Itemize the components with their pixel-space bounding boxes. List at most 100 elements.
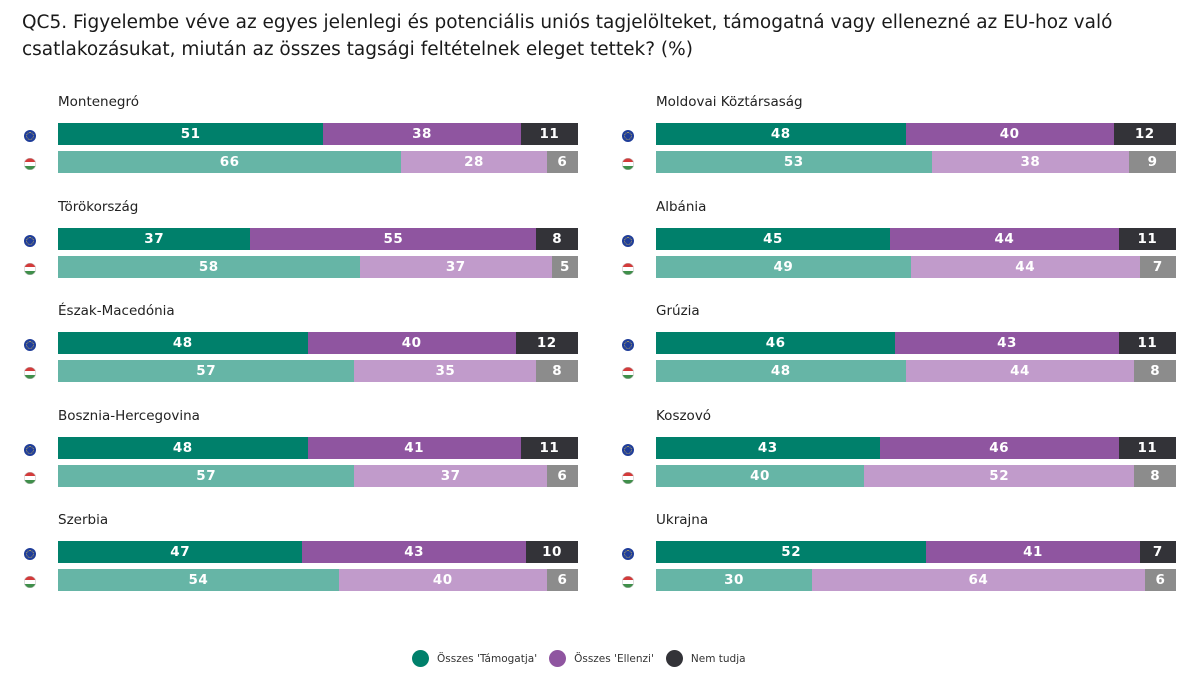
bar-segment-support: 46	[656, 332, 896, 354]
bar-segment-dk: 12	[1113, 123, 1176, 145]
eu-bar: 52 41 7	[656, 541, 1176, 563]
hungary-flag-icon	[622, 158, 634, 170]
hu-bar: 57 37 6	[58, 465, 578, 487]
bar-segment-oppose: 46	[879, 437, 1119, 459]
bar-segment-dk: 9	[1129, 151, 1176, 173]
bar-segment-support: 30	[656, 569, 812, 591]
bar-segment-dk: 6	[1144, 569, 1176, 591]
bar-segment-dk: 8	[1134, 360, 1176, 382]
bar-segment-oppose: 28	[401, 151, 547, 173]
bar-segment-oppose: 52	[864, 465, 1135, 487]
legend-label-oppose: Összes 'Ellenzi'	[574, 652, 654, 665]
bar-segment-support: 57	[58, 465, 355, 487]
eu-flag-icon	[24, 444, 36, 456]
eu-bar: 48 41 11	[58, 437, 578, 459]
bar-segment-support: 49	[656, 256, 911, 278]
legend-item-dont-know: Nem tudja	[665, 650, 746, 667]
bar-segment-support: 58	[58, 256, 360, 278]
hungary-flag-icon	[622, 367, 634, 379]
legend: Összes 'Támogatja' Összes 'Ellenzi' Nem …	[412, 650, 758, 667]
country-label: Grúzia	[656, 303, 700, 319]
country-label: Ukrajna	[656, 512, 709, 528]
country-label: Koszovó	[656, 408, 712, 424]
country-block: Moldovai Köztársaság 48 40 12 53 38 9	[620, 94, 1176, 196]
bar-segment-dk: 11	[1118, 332, 1176, 354]
bar-segment-dk: 6	[546, 151, 578, 173]
hu-bar: 58 37 5	[58, 256, 578, 278]
hu-bar: 30 64 6	[656, 569, 1176, 591]
hungary-flag-icon	[24, 367, 36, 379]
country-block: Észak-Macedónia 48 40 12 57 35 8	[22, 303, 578, 405]
legend-swatch-support	[412, 650, 429, 667]
legend-item-oppose: Összes 'Ellenzi'	[549, 650, 654, 667]
bar-segment-support: 51	[58, 123, 324, 145]
bar-segment-dk: 11	[1118, 437, 1176, 459]
bar-segment-oppose: 37	[359, 256, 552, 278]
eu-bar: 45 44 11	[656, 228, 1176, 250]
bar-segment-dk: 8	[536, 360, 578, 382]
hungary-flag-icon	[622, 472, 634, 484]
bar-segment-support: 48	[58, 437, 308, 459]
country-block: Bosznia-Hercegovina 48 41 11 57 37 6	[22, 408, 578, 510]
eu-flag-icon	[24, 130, 36, 142]
eu-flag-icon	[622, 235, 634, 247]
bar-segment-dk: 7	[1139, 541, 1176, 563]
eu-bar: 47 43 10	[58, 541, 578, 563]
country-label: Szerbia	[58, 512, 109, 528]
bar-segment-dk: 12	[515, 332, 578, 354]
bar-segment-oppose: 37	[354, 465, 547, 487]
legend-item-support: Összes 'Támogatja'	[412, 650, 537, 667]
bar-segment-dk: 10	[525, 541, 578, 563]
country-label: Montenegró	[58, 94, 140, 110]
bar-segment-support: 48	[656, 123, 906, 145]
bar-segment-dk: 11	[1118, 228, 1176, 250]
eu-bar: 46 43 11	[656, 332, 1176, 354]
bar-segment-support: 54	[58, 569, 339, 591]
hungary-flag-icon	[622, 263, 634, 275]
bar-segment-oppose: 35	[354, 360, 537, 382]
country-label: Bosznia-Hercegovina	[58, 408, 200, 424]
chart-title: QC5. Figyelembe véve az egyes jelenlegi …	[22, 12, 1113, 60]
hungary-flag-icon	[622, 576, 634, 588]
country-label: Törökország	[58, 199, 139, 215]
bar-segment-oppose: 44	[905, 360, 1135, 382]
country-label: Észak-Macedónia	[58, 303, 175, 319]
hungary-flag-icon	[24, 576, 36, 588]
bar-segment-support: 48	[58, 332, 308, 354]
bar-segment-dk: 8	[1134, 465, 1176, 487]
bar-segment-support: 47	[58, 541, 303, 563]
legend-label-support: Összes 'Támogatja'	[437, 652, 538, 665]
bar-segment-support: 53	[656, 151, 932, 173]
bar-segment-oppose: 38	[931, 151, 1130, 173]
bar-segment-oppose: 44	[910, 256, 1140, 278]
bar-segment-dk: 6	[546, 569, 578, 591]
hu-bar: 48 44 8	[656, 360, 1176, 382]
bar-segment-support: 40	[656, 465, 864, 487]
bar-segment-dk: 8	[536, 228, 578, 250]
eu-bar: 37 55 8	[58, 228, 578, 250]
country-block: Törökország 37 55 8 58 37 5	[22, 199, 578, 301]
bar-segment-oppose: 43	[302, 541, 526, 563]
hu-bar: 40 52 8	[656, 465, 1176, 487]
bar-segment-support: 57	[58, 360, 355, 382]
bar-segment-dk: 11	[520, 123, 578, 145]
bar-segment-oppose: 40	[338, 569, 547, 591]
eu-bar: 51 38 11	[58, 123, 578, 145]
hu-bar: 54 40 6	[58, 569, 578, 591]
bar-segment-oppose: 44	[890, 228, 1119, 250]
bar-segment-support: 66	[58, 151, 402, 173]
bar-segment-oppose: 40	[307, 332, 516, 354]
eu-bar: 48 40 12	[656, 123, 1176, 145]
bar-segment-dk: 5	[551, 256, 578, 278]
hungary-flag-icon	[24, 263, 36, 275]
eu-flag-icon	[622, 339, 634, 351]
eu-flag-icon	[24, 235, 36, 247]
bar-segment-dk: 11	[520, 437, 578, 459]
eu-flag-icon	[622, 444, 634, 456]
hu-bar: 57 35 8	[58, 360, 578, 382]
bar-segment-support: 48	[656, 360, 906, 382]
legend-swatch-dont-know	[665, 650, 683, 667]
country-block: Ukrajna 52 41 7 30 64 6	[620, 512, 1176, 614]
legend-swatch-oppose	[549, 650, 567, 667]
bar-segment-support: 37	[58, 228, 251, 250]
